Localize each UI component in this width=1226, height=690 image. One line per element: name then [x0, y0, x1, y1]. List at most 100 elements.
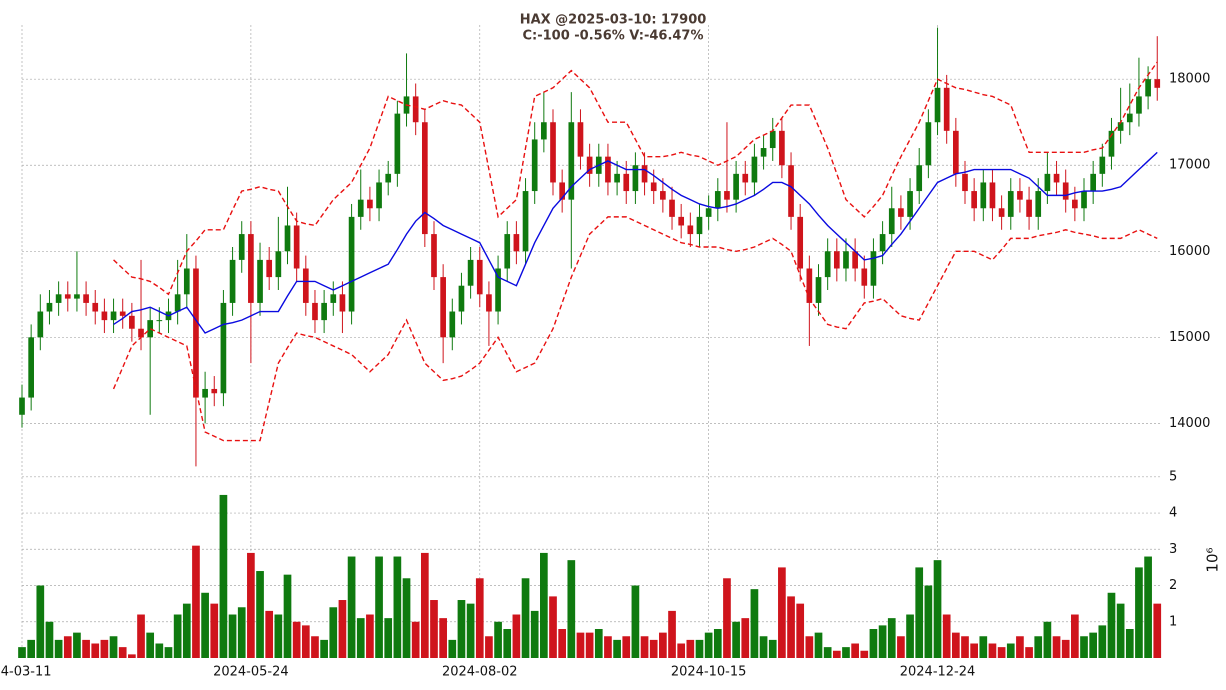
volume-bar [256, 571, 264, 658]
volume-bar [1107, 592, 1116, 658]
volume-bar [219, 494, 228, 658]
candle-body [183, 268, 190, 295]
volume-bar [796, 603, 805, 658]
candle-body [238, 234, 245, 260]
volume-bar [1025, 647, 1033, 658]
candle-body [266, 259, 273, 278]
volume-bar [713, 629, 722, 658]
volume-bar [549, 596, 557, 658]
volume-bar [164, 647, 173, 658]
volume-bar [146, 632, 155, 658]
volume-bar [768, 639, 777, 658]
volume-bar [832, 650, 841, 658]
candle-body [321, 302, 327, 321]
y-tick-label: 18000 [1169, 72, 1210, 87]
volume-bar [1144, 556, 1152, 658]
candle-body [101, 311, 108, 321]
candle-body [431, 234, 437, 278]
candle-body [687, 225, 694, 235]
volume-bar [604, 636, 612, 658]
candle-body [962, 173, 968, 192]
candle-body [357, 199, 364, 217]
candle-body [193, 268, 199, 398]
candle-body [806, 268, 813, 303]
volume-bar [1052, 636, 1061, 658]
volume-bar [393, 556, 402, 658]
candle-body [1062, 182, 1069, 200]
candle-body [550, 122, 556, 183]
candle-body [202, 388, 208, 398]
volume-bar [924, 585, 933, 658]
candle-body [641, 165, 648, 183]
candle-body [147, 320, 154, 338]
volume-bar [686, 639, 695, 658]
candle-body [852, 251, 858, 269]
volume-bar [63, 636, 72, 658]
candle-body [898, 208, 904, 217]
volume-bar [558, 629, 567, 658]
y-tick-label: 16000 [1169, 244, 1210, 259]
volume-bar [311, 636, 319, 658]
volume-bar [631, 585, 640, 658]
volume-bar [567, 560, 576, 658]
candle-body [367, 199, 373, 209]
candle-body [1145, 79, 1151, 97]
candle-body [623, 173, 630, 192]
y-tick-label: 15000 [1169, 330, 1210, 345]
candle-body [742, 173, 749, 183]
volume-bar [659, 632, 667, 658]
chart-title: HAX @2025-03-10: 17900 [520, 13, 707, 28]
candle-body [1007, 191, 1014, 217]
volume-bar [704, 632, 713, 658]
volume-bar [192, 545, 200, 658]
volume-bar [292, 621, 301, 658]
volume-bar [668, 610, 676, 658]
volume-bar [475, 578, 484, 658]
candle-body [1099, 156, 1106, 174]
candle-body [669, 199, 675, 217]
volume-bar [951, 632, 960, 658]
volume-tick-label: 1 [1169, 614, 1177, 629]
volume-bar [805, 636, 814, 658]
volume-bar [329, 607, 338, 658]
candle-body [211, 388, 218, 394]
volume-bar [237, 607, 246, 658]
candle-body [815, 277, 822, 303]
volume-bar [494, 621, 502, 658]
candle-body [1117, 122, 1124, 131]
candle-body [870, 251, 877, 286]
candle-body [37, 311, 44, 338]
volume-axis-label: 10⁶ [1204, 547, 1222, 572]
volume-bar [622, 636, 631, 658]
volume-bar [45, 621, 54, 658]
candle-body [586, 156, 593, 174]
candle-body [934, 87, 941, 123]
volume-bar [100, 639, 109, 658]
candle-body [458, 285, 465, 312]
candle-body [1108, 130, 1115, 157]
volume-bar [91, 643, 100, 658]
volume-bar [274, 614, 283, 658]
volume-bar [430, 600, 438, 658]
candle-body [1126, 113, 1133, 123]
candle-body [779, 130, 785, 166]
candle-body [1081, 191, 1087, 209]
x-tick-label: 2024-08-02 [442, 665, 518, 680]
candle-body [1072, 199, 1078, 209]
volume-bar [732, 621, 740, 658]
volume-bar [576, 632, 585, 658]
candle-body [879, 234, 886, 252]
candle-body [888, 208, 895, 235]
candle-body [1017, 191, 1023, 200]
candle-body [861, 268, 868, 286]
candle-body [138, 328, 144, 338]
volume-tick-label: 3 [1169, 542, 1177, 557]
candle-body [467, 259, 474, 286]
candle-body [385, 173, 392, 183]
volume-bar [521, 578, 530, 658]
volume-bar [1116, 603, 1125, 658]
y-tick-label: 17000 [1169, 158, 1210, 173]
volume-bar [1034, 636, 1043, 658]
candle-body [513, 234, 520, 252]
volume-bar [247, 552, 255, 658]
